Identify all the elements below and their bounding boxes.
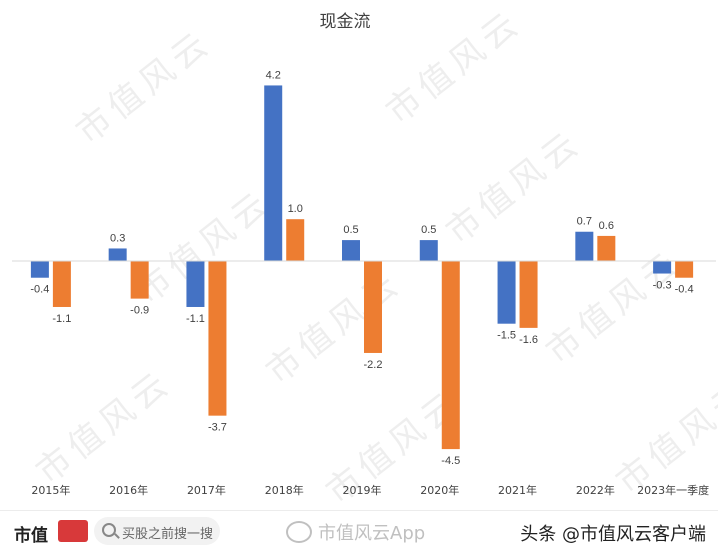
bar-series-1-6: [497, 261, 516, 324]
x-tick-label-4: 2019年: [343, 483, 382, 497]
cash-flow-chart: 现金流 -0.4 -1.1 0.3 -0.9 -1.1 -3.7 4.2 1.0 0.5 -2.2…: [12, 12, 716, 497]
x-tick-label-8: 2023年一季度: [637, 483, 709, 497]
chart-title: 现金流: [320, 12, 371, 32]
bar-series-1-1: [108, 248, 127, 261]
x-tick-label-0: 2015年: [31, 483, 70, 497]
bar-series-1-5: [419, 240, 438, 261]
bar-series-1-4: [342, 240, 360, 261]
data-label-series-2-3: 1.0: [288, 203, 303, 215]
x-tick-label-3: 2018年: [265, 483, 304, 497]
brand-name: 市值: [14, 526, 48, 546]
bar-series-2-3: [286, 219, 305, 261]
labels-layer: -0.4 -1.1 0.3 -0.9 -1.1 -3.7 4.2 1.0 0.5 -2.2 0.5 -…: [30, 69, 693, 467]
bar-series-1-8: [653, 261, 672, 274]
bar-series-2-8: [675, 261, 694, 278]
weibo-icon: [286, 521, 312, 543]
data-label-series-1-3: 4.2: [266, 69, 281, 81]
bar-series-2-1: [130, 261, 149, 299]
search-input[interactable]: 买股之前搜一搜: [94, 517, 220, 545]
bar-series-1-2: [186, 261, 205, 307]
data-label-series-1-7: 0.7: [577, 216, 592, 228]
data-label-series-2-5: -4.5: [441, 455, 460, 467]
x-tick-label-1: 2016年: [109, 483, 148, 497]
source-credit: 头条 @市值风云客户端: [520, 524, 706, 545]
data-label-series-1-4: 0.5: [343, 224, 358, 236]
bar-series-2-5: [441, 261, 460, 450]
data-label-series-2-0: -1.1: [52, 313, 71, 325]
data-label-series-1-1: 0.3: [110, 232, 125, 244]
data-label-series-2-8: -0.4: [675, 284, 694, 296]
x-tick-label-2: 2017年: [187, 483, 226, 497]
chart-area: 市值风云 市值风云 市值风云 市值风云 市值风云 市值风云 市值风云 市值风云 …: [12, 0, 718, 512]
bar-series-2-0: [52, 261, 71, 307]
data-label-series-2-2: -3.7: [208, 422, 227, 434]
data-label-series-1-6: -1.5: [497, 330, 516, 342]
bar-series-2-6: [519, 261, 538, 328]
x-tick-label-6: 2021年: [498, 483, 537, 497]
weibo-account-text: 市值风云App: [318, 523, 426, 544]
x-tick-label-5: 2020年: [420, 483, 459, 497]
bar-series-2-7: [597, 235, 616, 261]
bar-series-2-4: [364, 261, 382, 353]
bar-series-2-2: [208, 261, 227, 416]
data-label-series-1-5: 0.5: [421, 224, 436, 236]
data-label-series-2-4: -2.2: [364, 359, 383, 371]
search-placeholder: 买股之前搜一搜: [122, 527, 214, 542]
search-icon: [102, 523, 116, 537]
data-label-series-1-8: -0.3: [653, 280, 672, 292]
data-label-series-1-0: -0.4: [30, 284, 49, 296]
brand-logo-icon: [58, 520, 88, 542]
data-label-series-2-7: 0.6: [599, 220, 614, 232]
footer-bar: 市值 买股之前搜一搜 市值风云App 头条 @市值风云客户端: [0, 510, 718, 553]
data-label-series-2-1: -0.9: [130, 305, 149, 317]
x-tick-label-7: 2022年: [576, 483, 615, 497]
x-tick-labels: 2015年 2016年 2017年 2018年 2019年 2020年 2021年 2022年…: [31, 483, 709, 497]
bar-series-1-3: [264, 85, 283, 261]
bars-layer: [30, 85, 694, 450]
bar-series-1-0: [30, 261, 49, 278]
data-label-series-1-2: -1.1: [186, 313, 205, 325]
data-label-series-2-6: -1.6: [519, 334, 538, 346]
bar-series-1-7: [575, 231, 594, 261]
